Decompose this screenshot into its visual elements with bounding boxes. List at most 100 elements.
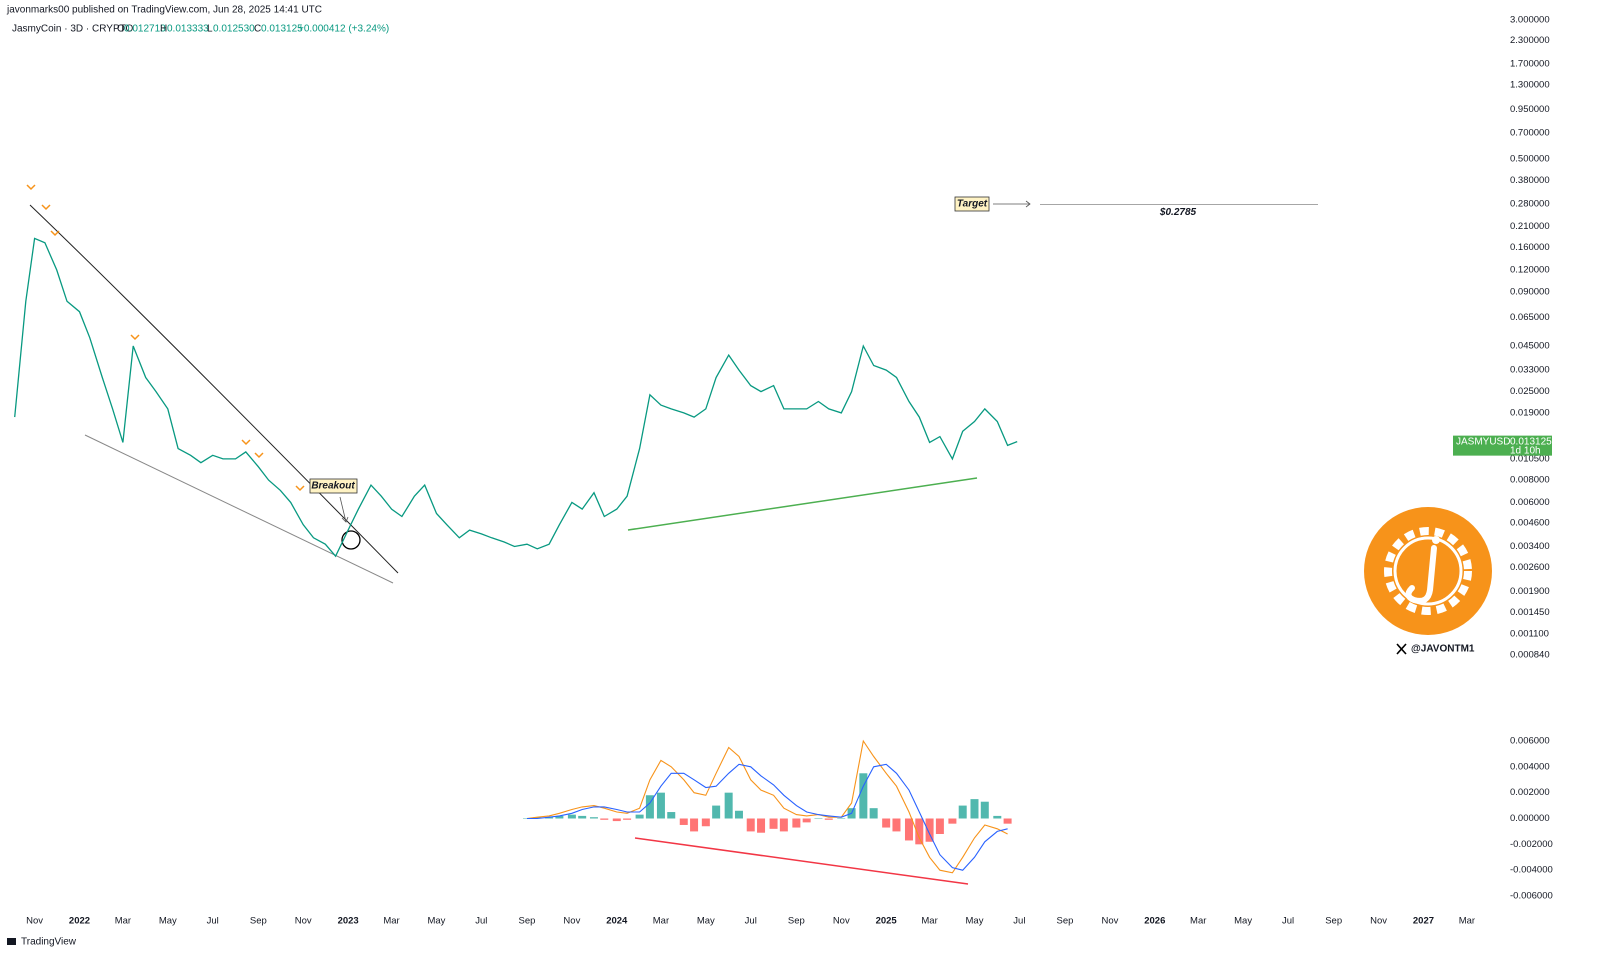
y-tick-label: -0.004000 [1510,865,1553,876]
x-tick-label: Sep [1057,916,1074,927]
y-tick-label: 0.210000 [1510,221,1550,232]
y-tick-label: -0.002000 [1510,839,1553,850]
histogram-bar [882,818,891,828]
histogram-bar [623,818,632,820]
handle: @JAVONTM1 [1411,644,1475,655]
y-tick-label: 0.006000 [1510,497,1550,508]
histogram-bar [600,818,609,820]
y-tick-label: 0.001900 [1510,586,1550,597]
histogram-bar [892,818,901,832]
x-tick-label: Sep [250,916,267,927]
x-tick-label: Nov [295,916,312,927]
histogram-bar [958,805,967,819]
histogram-bar [724,792,733,819]
target-value: $0.2785 [1159,207,1197,218]
y-tick-label: 1.300000 [1510,79,1550,90]
histogram-bar [656,792,665,819]
histogram-bar [980,801,989,819]
y-tick-label: 1.700000 [1510,59,1550,70]
histogram-bar [769,818,778,829]
histogram-bar [690,818,699,832]
histogram-bar [645,795,654,819]
x-tick-label: 2026 [1144,916,1165,927]
x-tick-label: 2025 [876,916,898,927]
publisher: javonmarks00 published on TradingView.co… [6,5,322,16]
x-tick-label: May [427,916,445,927]
histogram-bar [948,818,957,824]
footer-logo [7,938,16,945]
y-tick-label: 0.006000 [1510,736,1550,747]
h-value: 0.013333 [167,24,209,35]
histogram-bar [970,799,979,819]
histogram-bar [522,818,531,819]
y-tick-label: 0.950000 [1510,104,1550,115]
histogram-bar [635,814,644,819]
footer: TradingView [21,937,77,948]
c-value: 0.013125 [261,24,303,35]
histogram-bar [734,810,743,819]
o-label: O [117,24,125,35]
price-line [14,237,1018,558]
price-tag-countdown: 1d 10h [1510,445,1541,456]
x-tick-label: Mar [921,916,937,927]
y-tick-label: 0.004000 [1510,761,1550,772]
histogram-bar [533,817,542,819]
y-tick-label: 0.002000 [1510,787,1550,798]
histogram-bar [667,812,676,819]
breakout-box [309,478,358,494]
h-label: H [160,24,167,35]
price-tag [1453,435,1552,456]
x-tick-label: Mar [1459,916,1475,927]
x-tick-label: Sep [788,916,805,927]
y-tick-label: 0.019000 [1510,407,1550,418]
macd-line [526,739,1008,874]
histogram-bar [746,818,755,832]
x-tick-label: Nov [1370,916,1387,927]
y-tick-label: 0.033000 [1510,365,1550,376]
y-tick-label: 0.001450 [1510,607,1550,618]
macd-line [527,763,1008,871]
histogram-bar [993,815,1002,819]
ohlc: O 0.012713 H 0.013333 L 0.012530 C 0.013… [117,24,389,35]
x-tick-label: Mar [653,916,669,927]
histogram-bar [589,817,598,819]
x-tick-label: Nov [26,916,43,927]
breakout-circle [341,530,361,550]
l-label: L [207,24,213,35]
y-tick-label: 0.120000 [1510,264,1550,275]
y-tick-label: -0.006000 [1510,891,1553,902]
support-line [627,477,978,531]
histogram-bar [925,818,934,842]
x-tick-label: May [159,916,177,927]
change: +0.000412 (+3.24%) [298,24,389,35]
target-box [954,196,990,212]
histogram-bar [837,818,846,819]
y-tick-label: 2.300000 [1510,35,1550,46]
histogram-bar [679,818,688,825]
price-tag-value: 0.013125 [1510,436,1552,447]
x-tick-label: Mar [383,916,399,927]
trendline [84,434,394,584]
c-label: C [254,24,261,35]
x-tick-label: Mar [115,916,131,927]
trendline [29,204,399,574]
x-tick-label: Mar [1190,916,1206,927]
y-tick-label: 0.002600 [1510,562,1550,573]
y-tick-label: 0.001100 [1510,629,1549,640]
y-tick-label: 0.008000 [1510,475,1550,486]
y-tick-label: 0.004600 [1510,518,1550,529]
x-tick-label: Jul [207,916,219,927]
histogram-bar [612,818,621,822]
x-tick-label: Jul [745,916,757,927]
y-tick-label: 3.000000 [1510,15,1550,26]
histogram-bar [935,818,944,834]
y-tick-label: 0.280000 [1510,199,1550,210]
breakout-label: Breakout [311,481,355,492]
histogram-bar [1003,818,1012,824]
histogram-bar [824,818,833,820]
x-tick-label: May [966,916,984,927]
chart-title: JasmyCoin · 3D · CRYPTO [12,24,134,35]
x-tick-label: Sep [1325,916,1342,927]
